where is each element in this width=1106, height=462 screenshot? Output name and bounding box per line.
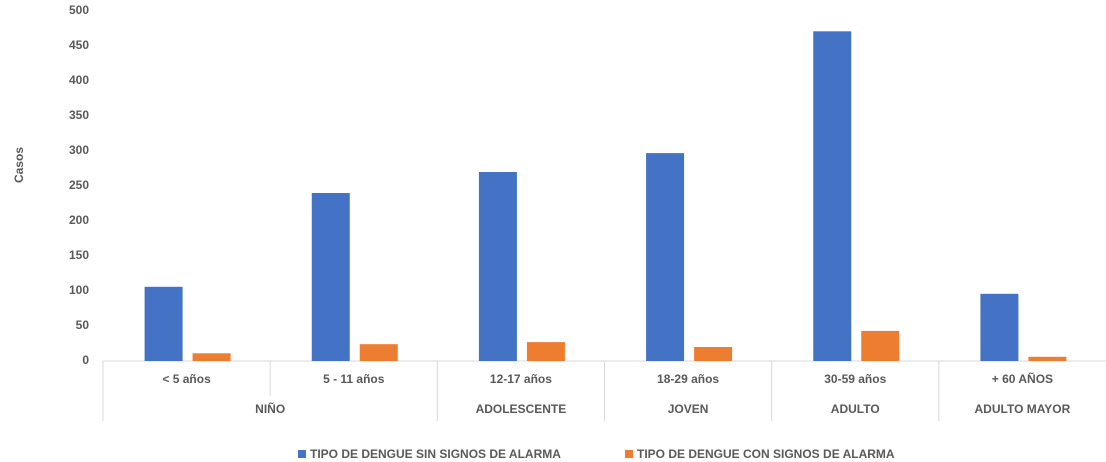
bar [694,347,733,361]
y-axis-label: Casos [12,147,26,183]
group-label: ADOLESCENTE [476,402,567,416]
bar [526,342,565,361]
y-tick-label: 100 [69,283,89,297]
y-tick-label: 0 [82,353,89,367]
legend-swatch [298,450,306,458]
bar [311,193,350,361]
x-tick-label: 5 - 11 años [323,372,385,386]
group-label: NIÑO [255,401,285,416]
y-tick-label: 250 [69,178,89,192]
y-tick-label: 400 [69,73,89,87]
bar [813,31,852,362]
x-tick-label: + 60 AÑOS [992,371,1053,386]
x-tick-label: 18-29 años [657,372,719,386]
legend-swatch [625,450,633,458]
y-tick-label: 200 [69,213,89,227]
x-tick-label: 12-17 años [490,372,552,386]
bar [646,153,685,361]
y-tick-label: 50 [76,318,90,332]
y-tick-label: 150 [69,248,89,262]
bar [980,293,1019,361]
bar [359,344,398,361]
y-tick-label: 350 [69,108,89,122]
y-tick-label: 450 [69,38,89,52]
legend-label: TIPO DE DENGUE SIN SIGNOS DE ALARMA [310,447,561,461]
y-tick-label: 300 [69,143,89,157]
bar [192,353,231,361]
bar [1028,356,1067,361]
group-label: ADULTO MAYOR [975,402,1071,416]
group-label: ADULTO [831,402,880,416]
x-tick-label: < 5 años [162,372,211,386]
group-label: JOVEN [668,402,709,416]
y-tick-label: 500 [69,3,89,17]
x-tick-label: 30-59 años [824,372,886,386]
bar [144,286,183,361]
bar [861,330,900,361]
bar [478,172,517,361]
legend-label: TIPO DE DENGUE CON SIGNOS DE ALARMA [637,447,895,461]
